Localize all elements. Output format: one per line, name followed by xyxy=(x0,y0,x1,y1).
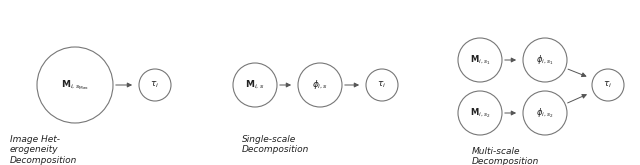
Circle shape xyxy=(458,91,502,135)
Circle shape xyxy=(523,91,567,135)
Text: $\tau_i$: $\tau_i$ xyxy=(604,80,612,90)
Circle shape xyxy=(37,47,113,123)
Text: $\tau_i$: $\tau_i$ xyxy=(150,80,159,90)
Text: $\mathbf{M}_{i,s_{\mathrm{Max}}}$: $\mathbf{M}_{i,s_{\mathrm{Max}}}$ xyxy=(61,78,89,92)
Text: $\tau_i$: $\tau_i$ xyxy=(378,80,387,90)
Circle shape xyxy=(458,38,502,82)
Text: $\phi_{i,s_1}$: $\phi_{i,s_1}$ xyxy=(536,53,554,67)
Circle shape xyxy=(139,69,171,101)
Circle shape xyxy=(233,63,277,107)
Circle shape xyxy=(298,63,342,107)
Text: $\mathbf{M}_{i,s_2}$: $\mathbf{M}_{i,s_2}$ xyxy=(470,106,490,120)
Text: Image Het-
erogeneity
Decomposition
(Oracle): Image Het- erogeneity Decomposition (Ora… xyxy=(10,135,77,165)
Text: Multi-scale
Decomposition: Multi-scale Decomposition xyxy=(472,147,540,165)
Text: Single-scale
Decomposition: Single-scale Decomposition xyxy=(242,135,309,154)
Text: $\mathbf{M}_{i,s_1}$: $\mathbf{M}_{i,s_1}$ xyxy=(470,53,490,67)
Circle shape xyxy=(523,38,567,82)
Text: $\mathbf{M}_{i,s}$: $\mathbf{M}_{i,s}$ xyxy=(245,79,264,91)
Circle shape xyxy=(592,69,624,101)
Text: $\phi_{i,s_2}$: $\phi_{i,s_2}$ xyxy=(536,106,554,120)
Text: $\phi_{i,s}$: $\phi_{i,s}$ xyxy=(312,79,328,91)
Circle shape xyxy=(366,69,398,101)
